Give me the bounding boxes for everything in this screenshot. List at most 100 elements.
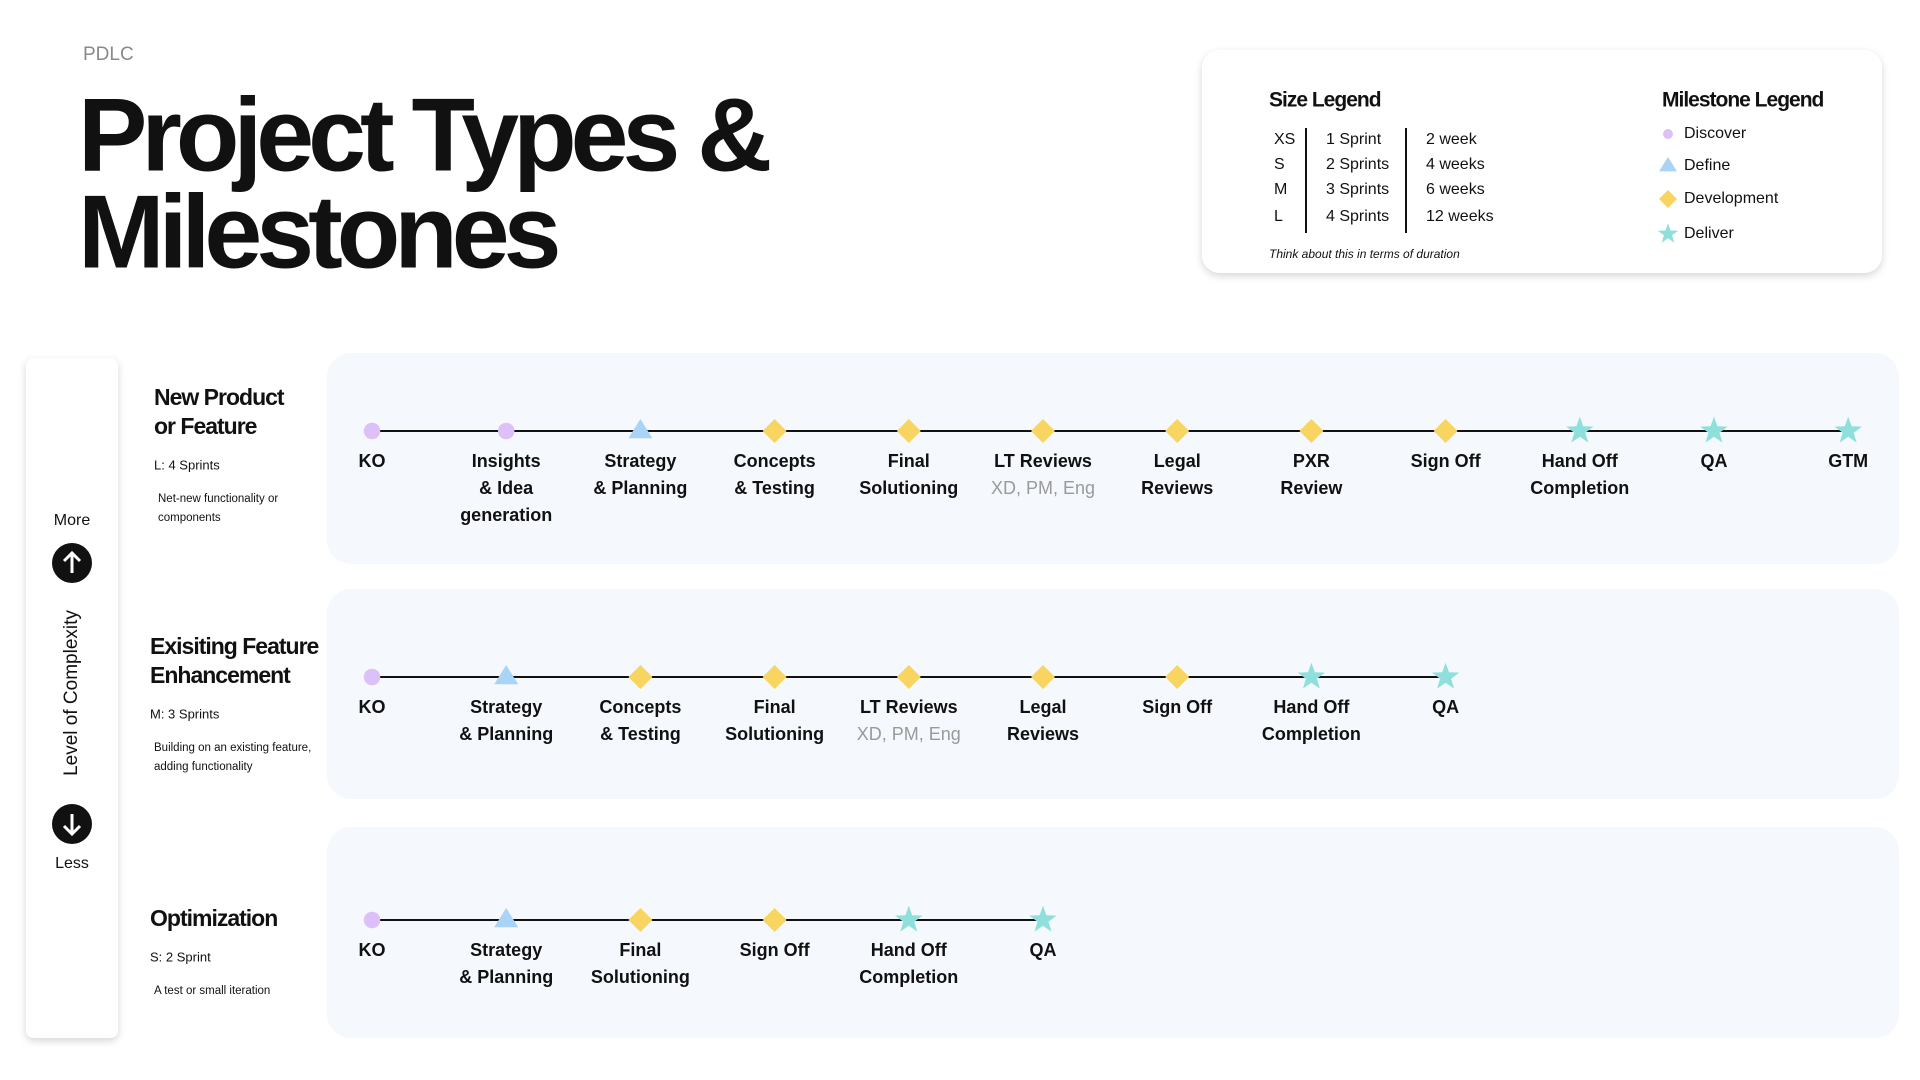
milestone-label: Concepts	[599, 697, 681, 717]
milestone-icon	[497, 422, 515, 440]
row-panel	[327, 827, 1899, 1038]
milestone-label: & Planning	[459, 967, 553, 987]
size-legend-cell: XS	[1274, 131, 1295, 148]
arrow-up-icon	[62, 550, 82, 573]
milestone-label: GTM	[1828, 451, 1868, 471]
row-description: Net-new functionality or	[158, 493, 278, 505]
eyebrow: PDLC	[83, 44, 134, 65]
milestone-label: Completion	[1262, 724, 1361, 744]
size-legend-cell: M	[1274, 181, 1287, 198]
milestone-icon	[1031, 665, 1055, 689]
milestone-legend-label: Development	[1684, 190, 1779, 207]
milestone-label: QA	[1030, 940, 1057, 960]
milestone-label: generation	[460, 505, 552, 525]
milestone-label: Solutioning	[591, 967, 690, 987]
milestone-icon	[1700, 416, 1728, 443]
milestone-icon	[762, 665, 787, 689]
milestone-label: & Testing	[600, 724, 681, 744]
milestone-label: Hand Off	[1273, 697, 1350, 717]
complexity-less: Less	[55, 855, 89, 872]
milestone-label: Strategy	[604, 451, 676, 471]
milestone-icon	[896, 665, 921, 689]
milestone-icon	[628, 419, 653, 439]
milestone-icon	[1297, 662, 1326, 689]
milestone-label: Final	[619, 940, 661, 960]
milestone-legend-title: Milestone Legend	[1662, 89, 1824, 112]
milestone-icon	[1299, 419, 1324, 443]
milestone-label: Reviews	[1007, 724, 1079, 744]
milestone-label: Final	[888, 451, 930, 471]
row-size: L: 4 Sprints	[154, 457, 220, 472]
milestone-label: Sign Off	[1142, 697, 1213, 717]
milestone-icon	[628, 908, 653, 932]
milestone-label: Hand Off	[1542, 451, 1619, 471]
size-legend-cell: 4 weeks	[1426, 156, 1485, 173]
milestone-sublabel: XD, PM, Eng	[991, 478, 1095, 498]
milestone-icon	[1659, 190, 1677, 208]
milestone-label: Reviews	[1141, 478, 1213, 498]
row-title: or Feature	[154, 413, 257, 439]
milestone-icon	[1165, 665, 1190, 689]
milestone-label: KO	[359, 697, 386, 717]
size-legend-cell: 4 Sprints	[1326, 208, 1389, 225]
size-legend-cell: 3 Sprints	[1326, 181, 1389, 198]
row-description: A test or small iteration	[154, 985, 270, 997]
milestone-icon	[494, 908, 519, 928]
size-legend-cell: 12 weeks	[1426, 208, 1494, 225]
page-title: Milestones	[78, 174, 558, 290]
milestone-label: Sign Off	[740, 940, 811, 960]
row-size: S: 2 Sprint	[150, 949, 211, 964]
milestone-label: Insights	[472, 451, 541, 471]
milestone-label: & Planning	[459, 724, 553, 744]
milestone-sublabel: XD, PM, Eng	[857, 724, 961, 744]
row-panel	[327, 589, 1899, 799]
milestone-icon	[1433, 419, 1458, 443]
milestone-icon	[1657, 223, 1679, 243]
complexity-card	[26, 358, 118, 1038]
size-legend-cell: 1 Sprint	[1326, 131, 1382, 148]
milestone-icon	[1029, 905, 1057, 932]
row-title: Enhancement	[150, 662, 291, 688]
milestone-icon	[363, 422, 381, 440]
milestone-label: Completion	[1530, 478, 1629, 498]
milestone-icon	[1431, 662, 1460, 689]
milestone-label: Strategy	[470, 940, 542, 960]
size-legend-title: Size Legend	[1269, 89, 1381, 112]
size-legend-cell: S	[1274, 156, 1285, 173]
milestone-label: Review	[1280, 478, 1343, 498]
milestone-label: Legal	[1019, 697, 1066, 717]
milestone-label: Hand Off	[871, 940, 948, 960]
milestone-label: Solutioning	[725, 724, 824, 744]
milestone-label: Solutioning	[859, 478, 958, 498]
page-title: Project Types &	[78, 77, 769, 193]
milestone-label: KO	[359, 451, 386, 471]
size-legend-cell: 2 Sprints	[1326, 156, 1389, 173]
row-title: Optimization	[150, 905, 277, 931]
milestone-label: Legal	[1154, 451, 1201, 471]
milestone-icon	[762, 419, 787, 443]
milestone-label: QA	[1432, 697, 1459, 717]
milestone-icon	[895, 905, 923, 932]
milestone-label: Sign Off	[1411, 451, 1482, 471]
milestone-icon	[1659, 157, 1677, 172]
milestone-icon	[1165, 419, 1190, 443]
row-panel	[327, 353, 1899, 564]
milestone-icon	[896, 419, 921, 443]
complexity-axis-label: Level of Complexity	[61, 610, 82, 776]
milestone-icon	[762, 908, 787, 932]
row-title: Exisiting Feature	[150, 633, 319, 659]
size-legend-cell: 2 week	[1426, 131, 1478, 148]
row-title: New Product	[154, 384, 285, 410]
legend-card	[1202, 50, 1882, 273]
milestone-legend-label: Deliver	[1684, 225, 1734, 242]
milestone-icon	[1663, 129, 1673, 139]
milestone-label: & Testing	[734, 478, 815, 498]
milestone-label: Completion	[859, 967, 958, 987]
milestone-label: LT Reviews	[860, 697, 958, 717]
complexity-more: More	[54, 512, 91, 529]
milestone-label: Concepts	[734, 451, 816, 471]
milestone-label: LT Reviews	[994, 451, 1092, 471]
milestone-legend-label: Define	[1684, 157, 1730, 174]
row-description: adding functionality	[154, 761, 253, 773]
